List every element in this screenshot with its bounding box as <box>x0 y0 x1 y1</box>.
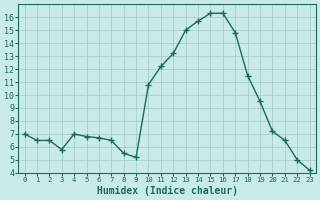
X-axis label: Humidex (Indice chaleur): Humidex (Indice chaleur) <box>97 186 237 196</box>
